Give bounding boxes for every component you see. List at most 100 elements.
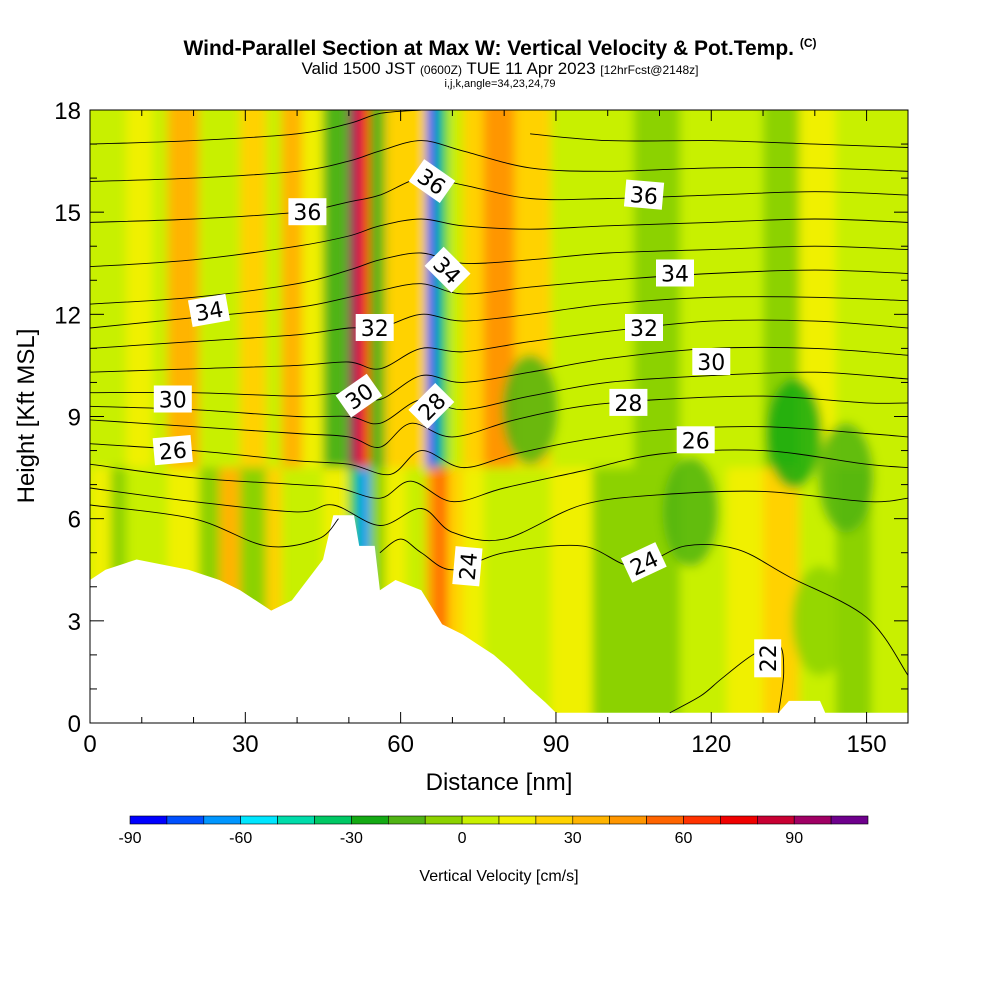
theta-contour-22 <box>669 643 785 714</box>
contour-label-box <box>754 639 782 678</box>
contour-label: 28 <box>609 388 648 417</box>
contour-label-box <box>335 373 383 418</box>
theta-contour-33 <box>90 269 908 329</box>
velocity-cell <box>426 467 438 723</box>
theta-contour-24 <box>379 538 908 676</box>
y-tick-label: 18 <box>54 98 81 125</box>
contour-label-box <box>656 259 694 287</box>
theta-contours <box>90 110 908 714</box>
contour-label-box <box>620 542 667 583</box>
contour-label-text: 28 <box>614 392 642 417</box>
colorbar-swatch <box>424 815 463 825</box>
colorbar: -90 -60 -30 0 30 60 90 <box>118 815 869 847</box>
contour-label-text: 30 <box>159 389 187 414</box>
theta-contour-37 <box>90 140 908 182</box>
velocity-cell <box>348 110 360 468</box>
contour-label: 32 <box>355 314 394 342</box>
contour-label: 26 <box>676 426 715 454</box>
contour-label: 22 <box>754 639 782 678</box>
contour-label: 30 <box>692 348 731 376</box>
colorbar-swatch <box>793 815 832 825</box>
colorbar-swatch <box>720 815 758 825</box>
velocity-cell <box>152 110 169 468</box>
y-tick-label: 0 <box>68 711 81 738</box>
theta-contour-26 <box>90 449 908 503</box>
colorbar-tick-label: 30 <box>564 830 582 847</box>
velocity-cell <box>871 467 908 723</box>
chart-title: Wind-Parallel Section at Max W: Vertical… <box>0 36 1000 61</box>
theta-contour-23 <box>90 504 339 548</box>
velocity-cell <box>219 110 241 468</box>
contour-label-text: 34 <box>193 298 225 327</box>
contour-label-text: 30 <box>697 351 725 376</box>
contour-label-box <box>625 314 663 341</box>
velocity-cell <box>426 110 438 468</box>
contour-label-text: 26 <box>682 429 710 454</box>
y-axis-title: Height [Kft MSL] <box>13 329 40 504</box>
theta-contour-35 <box>90 218 908 268</box>
velocity-cell <box>436 467 448 723</box>
colorbar-tick-label: -90 <box>118 830 141 847</box>
velocity-cell <box>763 467 800 723</box>
velocity-cell <box>871 110 908 468</box>
valid-time-prefix: Valid 1500 JST <box>301 59 416 78</box>
contour-label-box <box>187 293 231 328</box>
contour-label: 24 <box>452 546 483 587</box>
colorbar-tick-label: -60 <box>229 830 252 847</box>
contour-label-box <box>676 426 715 454</box>
colorbar-tick-label: 0 <box>458 830 467 847</box>
colorbar-tick-label: 90 <box>785 830 803 847</box>
x-tick-label: 60 <box>387 731 414 758</box>
colorbar-swatch <box>572 815 610 825</box>
contour-label-text: 32 <box>630 317 658 342</box>
velocity-cell <box>126 110 153 468</box>
velocity-cell <box>680 110 728 468</box>
colorbar-tick-label: -30 <box>340 830 363 847</box>
velocity-cell <box>198 110 221 468</box>
theta-contour-32 <box>90 296 908 349</box>
velocity-anomaly <box>791 565 848 676</box>
contour-label-box <box>623 179 665 210</box>
contour-label-text: 32 <box>361 317 389 342</box>
colorbar-swatch <box>351 815 389 825</box>
x-tick-label: 90 <box>543 731 570 758</box>
colorbar-swatch <box>830 815 869 825</box>
contour-label: 34 <box>187 293 231 328</box>
velocity-cell <box>405 110 428 468</box>
velocity-cell <box>835 110 873 468</box>
velocity-anomaly <box>502 354 559 465</box>
velocity-cell <box>462 110 485 468</box>
contour-label-box <box>424 246 471 293</box>
velocity-cell <box>240 110 267 468</box>
valid-time-line: Valid 1500 JST (0600Z) TUE 11 Apr 2023 [… <box>0 59 1000 78</box>
x-axis-title: Distance [nm] <box>426 769 573 796</box>
theta-contour-39 <box>530 133 908 148</box>
theta-contour-27 <box>90 426 908 476</box>
title-block: Wind-Parallel Section at Max W: Vertical… <box>0 36 1000 90</box>
velocity-anomaly <box>817 422 874 533</box>
x-tick-label: 30 <box>232 731 259 758</box>
colorbar-swatch <box>535 815 574 825</box>
velocity-cell <box>266 110 283 468</box>
contour-label: 26 <box>152 434 193 466</box>
x-tick-label: 0 <box>83 731 96 758</box>
theta-contour-25 <box>90 487 908 542</box>
colorbar-swatch <box>461 815 500 825</box>
x-tick-label: 120 <box>691 731 731 758</box>
y-tick-label: 9 <box>68 405 81 432</box>
terrain-fill <box>90 515 908 723</box>
colorbar-swatch <box>129 815 168 825</box>
contour-label-box <box>408 159 456 204</box>
velocity-cell <box>302 110 324 468</box>
terrain <box>90 515 908 723</box>
contour-label-text: 22 <box>757 644 782 672</box>
velocity-cell <box>726 467 764 723</box>
contour-label: 32 <box>625 314 663 342</box>
copyright-mark: (C) <box>799 36 817 50</box>
velocity-cell <box>550 467 593 723</box>
velocity-cell <box>322 110 350 468</box>
colorbar-swatch <box>498 815 537 825</box>
colorbar-swatch <box>240 815 278 825</box>
